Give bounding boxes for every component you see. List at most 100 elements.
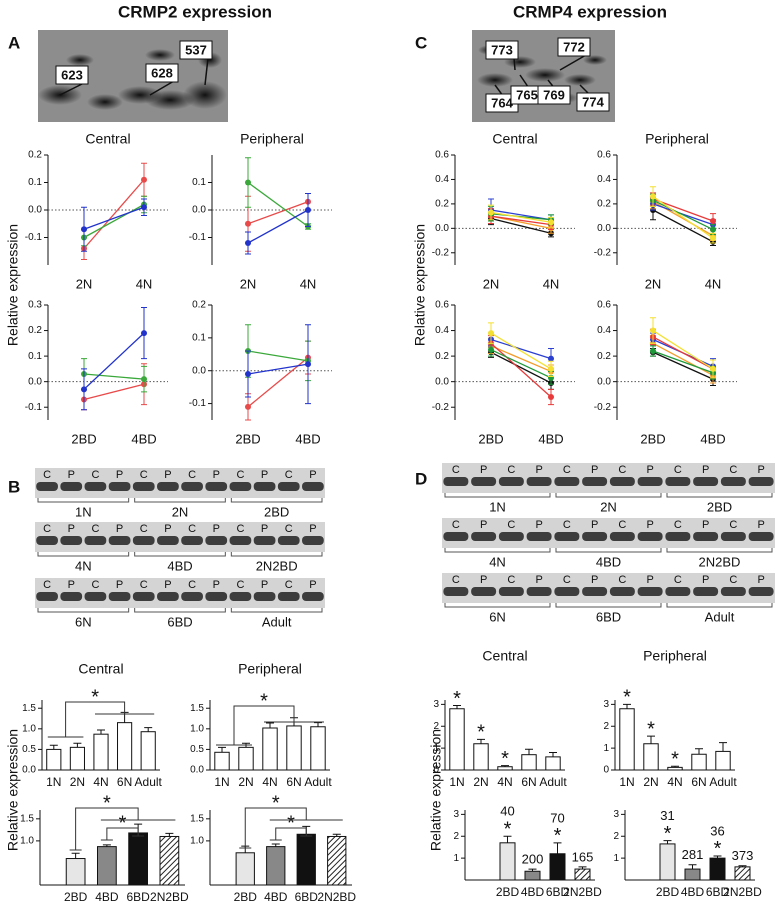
x-tick-label: 2N bbox=[483, 276, 500, 291]
spot-label-box bbox=[145, 63, 179, 83]
y-tick-label: 0.4 bbox=[435, 325, 449, 336]
data-point bbox=[710, 365, 716, 372]
error-bar bbox=[97, 729, 105, 735]
error-bar bbox=[218, 746, 226, 753]
blot-band bbox=[471, 477, 497, 486]
series-line bbox=[652, 350, 714, 374]
blot-band bbox=[181, 536, 203, 545]
y-tick-label: 0.0 bbox=[22, 765, 36, 776]
x-tick-label: 4N bbox=[497, 775, 512, 789]
y-tick-label: -0.1 bbox=[189, 232, 207, 243]
error-bar bbox=[688, 864, 697, 870]
gel-spot bbox=[525, 68, 565, 82]
series-line bbox=[83, 179, 145, 249]
lane-label: C bbox=[140, 579, 148, 591]
group-label: 6BD bbox=[167, 614, 192, 629]
y-tick-label: 1.5 bbox=[190, 703, 204, 714]
lane-label: P bbox=[702, 519, 709, 531]
y-tick-label: 3 bbox=[433, 699, 439, 710]
group-bracket bbox=[444, 548, 551, 553]
significance-star: * bbox=[453, 688, 461, 710]
bar bbox=[93, 733, 109, 771]
blot-band bbox=[277, 592, 300, 601]
x-tick-label: 4N bbox=[705, 276, 722, 291]
significance-star: * bbox=[554, 825, 562, 847]
lane-label: C bbox=[91, 523, 99, 535]
significance-star: * bbox=[623, 687, 631, 709]
lane-label: C bbox=[285, 523, 293, 535]
lane-label: C bbox=[452, 574, 460, 586]
chart-title: Central bbox=[78, 661, 123, 677]
series-line bbox=[652, 351, 714, 380]
y-tick-label: 0.4 bbox=[597, 174, 611, 185]
data-point bbox=[488, 209, 494, 216]
group-label: 2BD bbox=[264, 504, 289, 519]
bar-label: 165 bbox=[572, 849, 594, 864]
y-tick-label: 0.1 bbox=[192, 332, 206, 343]
bar bbox=[214, 751, 230, 771]
lane-label: C bbox=[729, 519, 737, 531]
group-bracket bbox=[444, 603, 551, 608]
data-point bbox=[548, 365, 554, 372]
spot-label: 623 bbox=[61, 67, 83, 82]
series-line bbox=[490, 349, 552, 379]
blot-band bbox=[665, 587, 691, 596]
y-tick-label: 2 bbox=[613, 831, 619, 842]
data-point bbox=[245, 240, 251, 246]
y-tick-label: 1.5 bbox=[190, 813, 204, 824]
blot-band bbox=[720, 532, 746, 541]
lane-label: P bbox=[261, 469, 268, 481]
y-axis-label: Relative expression bbox=[5, 224, 21, 346]
y-tick-label: 3 bbox=[453, 809, 459, 820]
data-point bbox=[710, 226, 716, 233]
x-tick-label: 4BD bbox=[131, 431, 156, 446]
error-bar bbox=[144, 727, 153, 732]
blot-band bbox=[229, 536, 252, 545]
x-tick-label: 6N bbox=[117, 775, 132, 789]
spot-label-box bbox=[557, 37, 591, 57]
blot-band bbox=[665, 477, 691, 486]
chart-title: Peripheral bbox=[240, 131, 304, 147]
spot-label-box bbox=[55, 65, 89, 85]
significance-star: * bbox=[664, 823, 672, 845]
bar bbox=[619, 708, 635, 771]
blot-band bbox=[498, 477, 524, 486]
lane-label: C bbox=[91, 469, 99, 481]
blot-band bbox=[277, 482, 300, 491]
bar bbox=[128, 832, 148, 886]
lane-label: P bbox=[535, 519, 542, 531]
blot-band bbox=[253, 592, 276, 601]
y-axis-label: Relative expression bbox=[412, 224, 428, 346]
bar bbox=[97, 846, 117, 886]
blot-band bbox=[748, 477, 774, 486]
blot-band bbox=[36, 536, 58, 545]
series-line bbox=[247, 201, 309, 225]
panel-label: B bbox=[8, 477, 20, 496]
x-tick-label: Adult bbox=[135, 775, 163, 789]
significance-star: * bbox=[477, 722, 485, 744]
significance-star: * bbox=[647, 718, 655, 740]
bar bbox=[238, 746, 254, 771]
bar-label: 373 bbox=[732, 848, 754, 863]
bar bbox=[709, 857, 726, 881]
spot-label: 772 bbox=[563, 39, 585, 54]
lane-label: P bbox=[591, 574, 598, 586]
bar bbox=[545, 756, 561, 771]
y-tick-label: 1.5 bbox=[20, 813, 34, 824]
error-bar bbox=[165, 832, 174, 837]
series-line bbox=[652, 199, 714, 231]
significance-star: * bbox=[119, 812, 127, 834]
blot-band bbox=[665, 532, 691, 541]
lane-label: P bbox=[309, 469, 316, 481]
x-tick-label: 1N bbox=[619, 775, 634, 789]
blot-band bbox=[157, 536, 179, 545]
x-tick-label: 2N2BD bbox=[317, 890, 356, 904]
group-label: 6N bbox=[489, 609, 506, 624]
x-tick-label: 2N bbox=[473, 775, 488, 789]
group-bracket bbox=[666, 548, 773, 553]
bar-label: 200 bbox=[522, 852, 544, 867]
blot-band bbox=[693, 532, 719, 541]
blot-band bbox=[443, 477, 469, 486]
blot-band bbox=[720, 587, 746, 596]
data-point bbox=[245, 179, 251, 186]
